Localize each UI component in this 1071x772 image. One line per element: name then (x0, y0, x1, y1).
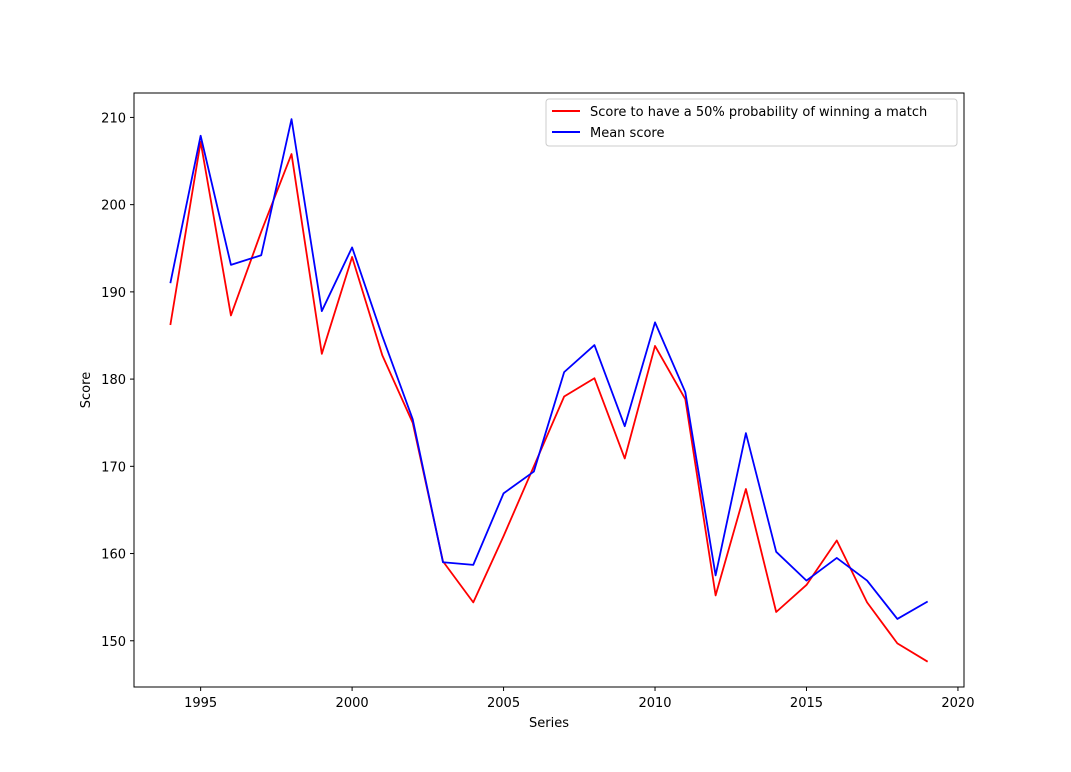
y-tick-label: 160 (101, 548, 126, 563)
legend-label-series-2: Mean score (590, 126, 664, 141)
x-tick-label: 1995 (184, 696, 217, 711)
x-tick-label: 2010 (638, 696, 671, 711)
x-axis-label: Series (529, 716, 569, 731)
legend: Score to have a 50% probability of winni… (545, 98, 958, 147)
y-tick-label: 210 (101, 111, 126, 126)
y-tick-label: 180 (101, 373, 126, 388)
x-axis: 1995 2000 2005 2010 2015 2020 (184, 687, 974, 711)
plot-frame (133, 92, 965, 688)
y-axis-label: Score (79, 372, 94, 408)
x-tick-label: 2020 (941, 696, 974, 711)
series-line-2 (169, 118, 929, 620)
y-tick-label: 170 (101, 460, 126, 475)
legend-box (545, 98, 958, 147)
series-line-1 (169, 140, 929, 663)
y-tick-label: 200 (101, 199, 126, 214)
x-tick-label: 2015 (790, 696, 823, 711)
x-tick-label: 2000 (336, 696, 369, 711)
series-layer (169, 118, 929, 663)
legend-label-series-1: Score to have a 50% probability of winni… (590, 105, 927, 120)
y-tick-label: 150 (101, 635, 126, 650)
x-tick-label: 2005 (487, 696, 520, 711)
y-tick-label: 190 (101, 286, 126, 301)
y-axis: 150 160 170 180 190 200 210 (101, 111, 134, 650)
